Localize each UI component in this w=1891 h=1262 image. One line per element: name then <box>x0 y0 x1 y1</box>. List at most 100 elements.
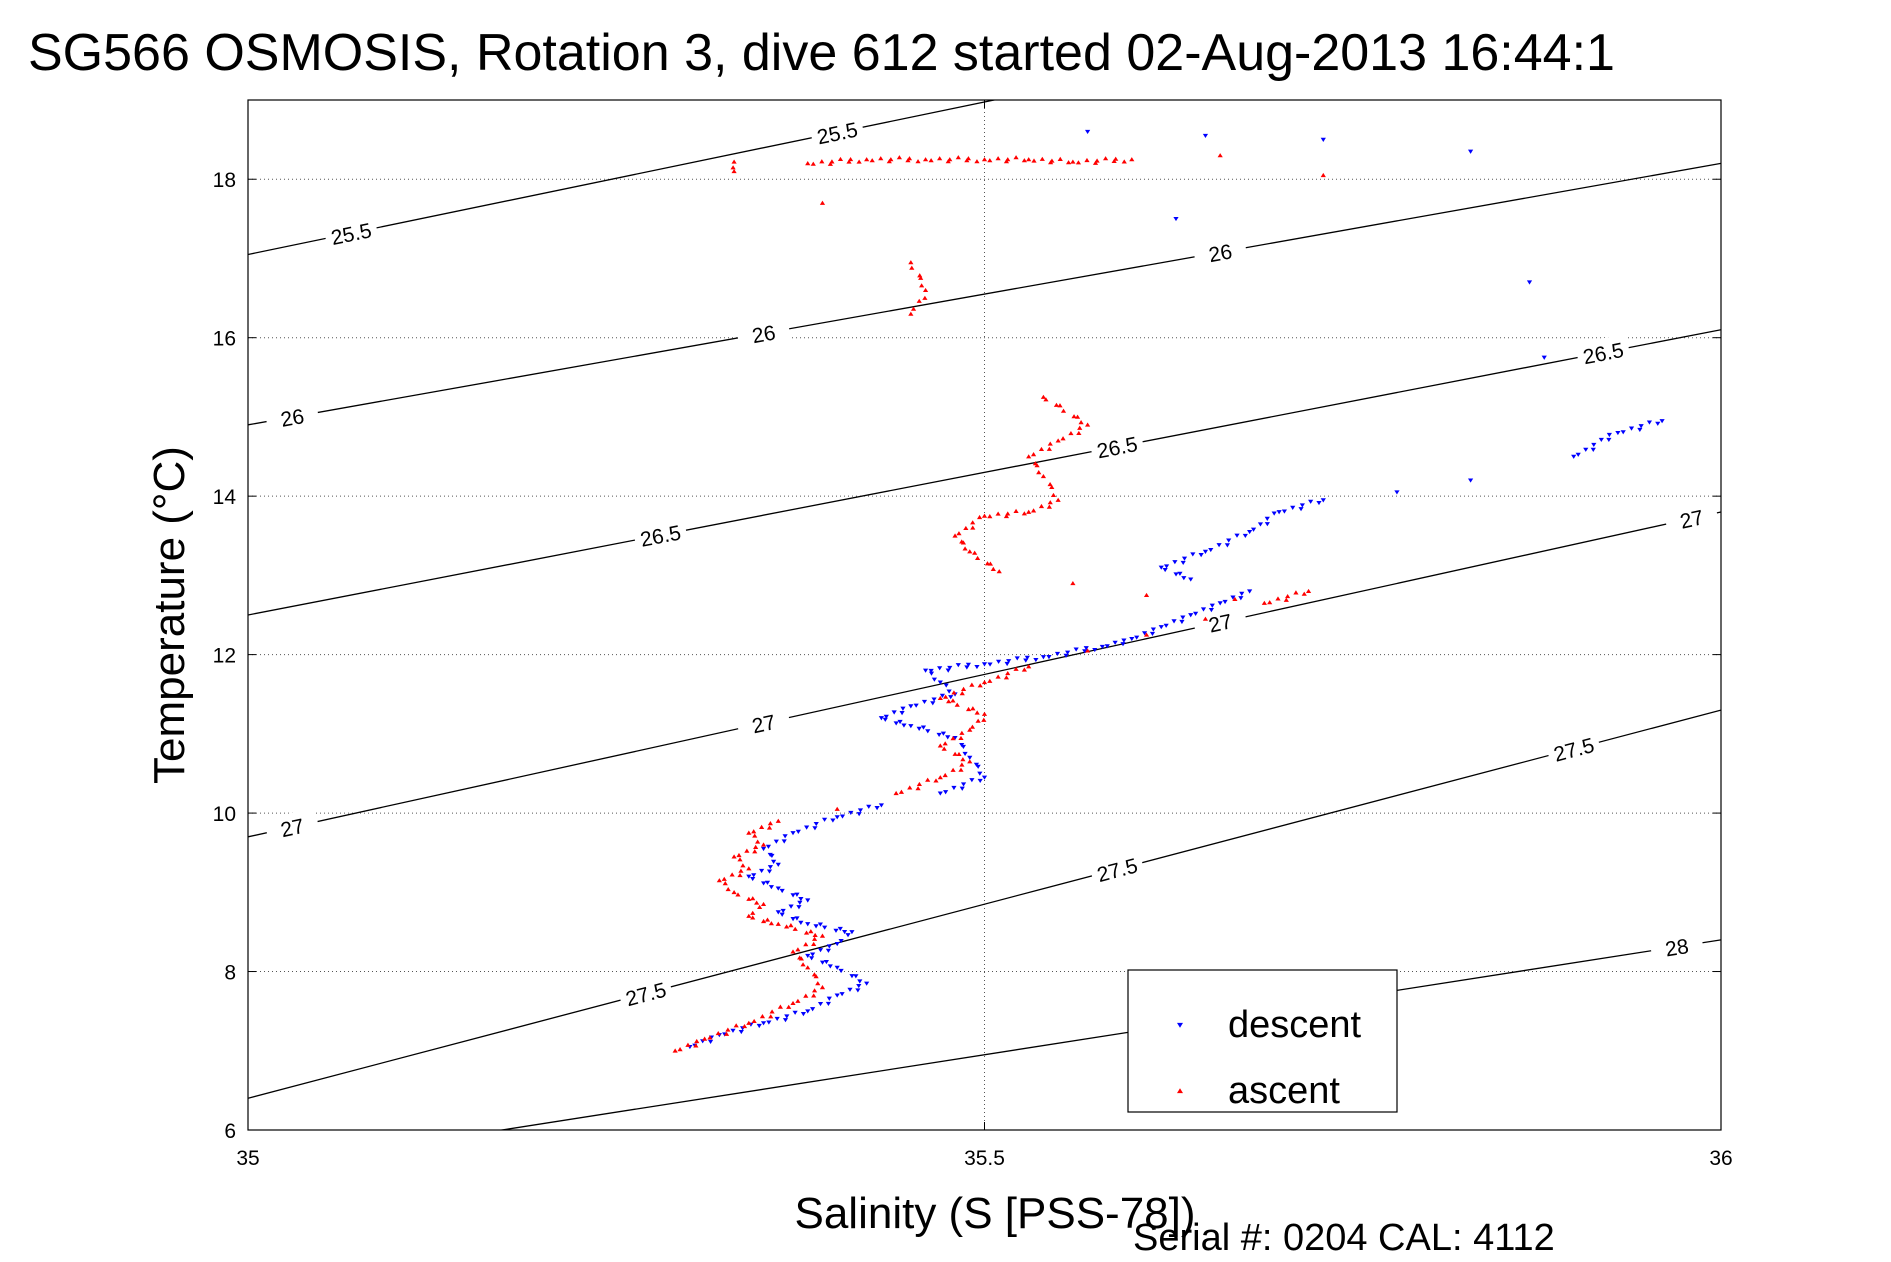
descent-point <box>1188 577 1194 582</box>
descent-point <box>775 862 781 867</box>
ascent-point <box>769 1009 775 1014</box>
ascent-point <box>959 691 965 696</box>
descent-point <box>805 1009 811 1014</box>
contour-label-bg <box>735 315 792 352</box>
descent-point <box>842 929 848 935</box>
ascent-point <box>1085 648 1091 653</box>
descent-point <box>916 726 922 731</box>
ascent-point <box>958 767 964 772</box>
ascent-point <box>819 933 826 938</box>
ascent-point <box>952 533 958 538</box>
ascent-point <box>1031 158 1037 163</box>
descent-point <box>901 723 907 728</box>
ascent-point <box>677 1047 683 1052</box>
ascent-point <box>950 767 956 772</box>
descent-point <box>1234 533 1240 538</box>
ascent-point <box>1103 156 1109 161</box>
descent-point <box>1181 556 1188 561</box>
descent-point <box>779 888 785 894</box>
descent-point <box>1040 655 1047 660</box>
descent-point <box>813 924 819 929</box>
ascent-point <box>1076 430 1082 436</box>
descent-point <box>767 865 773 870</box>
ascent-point <box>846 159 852 164</box>
ascent-point <box>1013 666 1019 671</box>
descent-point <box>812 826 818 831</box>
ascent-point <box>1038 503 1045 509</box>
descent-point <box>857 808 864 813</box>
descent-point <box>1163 623 1169 628</box>
contour-line <box>497 939 1721 1130</box>
ascent-point <box>996 569 1002 574</box>
ascent-point <box>837 156 844 162</box>
descent-point <box>765 844 772 849</box>
data-points <box>672 129 1665 1053</box>
descent-point <box>921 699 928 705</box>
ascent-point <box>707 1035 713 1040</box>
ascent-point <box>775 818 781 823</box>
ascent-point <box>1049 484 1055 490</box>
y-tick-label: 14 <box>213 486 237 509</box>
ascent-point <box>1013 155 1019 160</box>
descent-point <box>1162 568 1168 573</box>
descent-point <box>805 922 811 927</box>
descent-point <box>967 755 973 760</box>
descent-point <box>845 933 851 938</box>
descent-point <box>1271 511 1277 516</box>
ascent-point <box>1030 452 1037 457</box>
descent-point <box>1092 648 1098 653</box>
ascent-point <box>987 678 993 683</box>
x-tick-label: 36 <box>1709 1147 1732 1170</box>
descent-point <box>1526 280 1533 285</box>
descent-point <box>946 689 952 694</box>
ascent-point <box>1283 597 1289 602</box>
ascent-point <box>759 1014 766 1019</box>
ascent-point <box>956 531 962 536</box>
descent-point <box>974 665 980 670</box>
descent-point <box>1659 419 1665 424</box>
descent-point <box>1239 591 1245 596</box>
descent-point <box>790 831 796 836</box>
ascent-point <box>1021 158 1027 163</box>
ascent-point <box>1040 394 1047 399</box>
descent-point <box>848 810 854 815</box>
ascent-point <box>777 1004 783 1009</box>
ascent-point <box>937 775 943 780</box>
ascent-point <box>746 896 752 901</box>
plot-area <box>248 100 1721 1130</box>
descent-point <box>1099 644 1105 650</box>
ascent-point <box>760 901 767 907</box>
descent-point <box>893 721 899 726</box>
descent-point <box>1085 129 1091 135</box>
descent-point <box>1083 646 1089 651</box>
descent-point <box>839 992 845 997</box>
ascent-point <box>906 156 913 161</box>
descent-point <box>779 912 785 917</box>
ascent-point <box>752 833 758 838</box>
ascent-point <box>754 900 760 905</box>
ascent-point <box>1143 632 1150 637</box>
descent-point <box>943 790 949 795</box>
ascent-point <box>808 929 814 934</box>
descent-point <box>908 724 914 729</box>
ascent-point <box>1078 420 1084 425</box>
descent-point <box>981 662 988 667</box>
ascent-point <box>995 511 1001 516</box>
ascent-point <box>753 844 759 849</box>
ascent-point <box>829 159 835 164</box>
descent-point <box>1177 571 1183 576</box>
ascent-point <box>725 887 731 892</box>
ascent-point <box>1050 492 1057 497</box>
ascent-point <box>741 1023 748 1029</box>
descent-point <box>833 928 839 933</box>
chart-title: SG566 OSMOSIS, Rotation 3, dive 612 star… <box>28 24 1615 82</box>
descent-point <box>707 1039 714 1045</box>
x-tick-label: 35.5 <box>964 1147 1005 1170</box>
descent-point <box>1209 603 1215 608</box>
ascent-point <box>722 881 728 886</box>
ascent-point <box>1013 508 1019 513</box>
axis-ticks: 35 35.5 36 6 8 10 12 14 16 18 <box>213 100 1733 1170</box>
ascent-point <box>950 698 956 703</box>
contour-label: 26 <box>279 405 306 432</box>
ascent-point <box>1261 600 1267 605</box>
